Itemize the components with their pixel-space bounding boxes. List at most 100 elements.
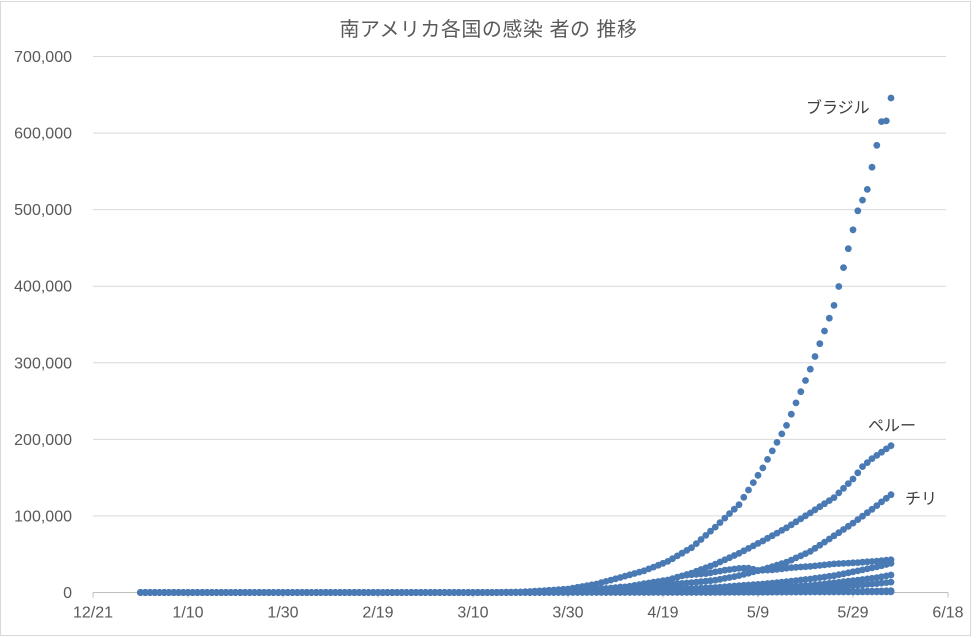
data-point bbox=[650, 588, 657, 596]
data-point bbox=[835, 588, 843, 596]
series-ウルグアイ bbox=[137, 588, 895, 596]
data-point bbox=[688, 588, 695, 596]
data-point bbox=[597, 588, 605, 596]
data-point bbox=[346, 589, 353, 596]
data-point bbox=[645, 588, 653, 596]
data-point bbox=[849, 475, 857, 483]
data-point bbox=[412, 589, 420, 596]
data-point bbox=[887, 442, 895, 450]
data-point bbox=[436, 589, 444, 596]
data-point bbox=[502, 589, 510, 596]
data-point bbox=[550, 588, 558, 596]
data-point bbox=[730, 588, 738, 596]
data-point bbox=[887, 578, 895, 586]
data-point bbox=[811, 506, 819, 514]
x-tick-label: 5/29 bbox=[837, 605, 868, 622]
data-point bbox=[279, 589, 287, 596]
data-point bbox=[488, 589, 496, 596]
data-point bbox=[564, 588, 572, 596]
data-point bbox=[322, 589, 330, 596]
data-point bbox=[137, 589, 144, 596]
data-point bbox=[749, 479, 757, 486]
data-point bbox=[379, 589, 387, 596]
data-point bbox=[735, 588, 743, 596]
data-point bbox=[764, 456, 771, 463]
data-point bbox=[835, 489, 843, 497]
data-point bbox=[821, 588, 828, 596]
data-point bbox=[602, 588, 610, 596]
data-point bbox=[445, 589, 453, 596]
data-point bbox=[878, 448, 885, 456]
data-point bbox=[863, 186, 871, 193]
data-point bbox=[184, 589, 192, 596]
data-point bbox=[455, 589, 463, 596]
data-point bbox=[854, 588, 862, 596]
data-point bbox=[873, 588, 881, 596]
data-point bbox=[859, 463, 866, 470]
data-point bbox=[246, 589, 254, 596]
data-point bbox=[854, 207, 862, 215]
data-point bbox=[621, 588, 629, 596]
series-label-peru: ペルー bbox=[868, 418, 917, 435]
data-point bbox=[398, 589, 406, 596]
data-point bbox=[768, 447, 776, 455]
data-point bbox=[840, 264, 847, 271]
data-point bbox=[678, 580, 686, 588]
data-point bbox=[821, 327, 828, 335]
data-point bbox=[859, 512, 866, 520]
data-point bbox=[830, 302, 838, 309]
data-point bbox=[673, 588, 681, 596]
data-point bbox=[825, 314, 833, 322]
data-point bbox=[740, 493, 748, 501]
data-point bbox=[707, 527, 714, 535]
data-point bbox=[759, 464, 767, 472]
data-point bbox=[802, 588, 809, 596]
data-point bbox=[816, 340, 824, 348]
data-point bbox=[469, 589, 477, 596]
x-tick-label: 3/30 bbox=[552, 605, 583, 622]
x-tick-label: 3/10 bbox=[457, 605, 488, 622]
data-point bbox=[483, 589, 491, 596]
data-point bbox=[702, 532, 710, 539]
data-point bbox=[868, 505, 876, 513]
data-point bbox=[341, 589, 349, 596]
data-point bbox=[764, 566, 771, 574]
data-point bbox=[797, 388, 805, 396]
data-point bbox=[260, 589, 268, 596]
data-point bbox=[422, 589, 429, 596]
data-point bbox=[146, 589, 154, 596]
data-point bbox=[759, 566, 767, 574]
chart-title: 南アメリカ各国の感染 者の 推移 bbox=[339, 19, 638, 41]
data-point bbox=[878, 588, 885, 596]
data-point bbox=[555, 588, 562, 596]
data-point bbox=[854, 516, 862, 523]
data-point bbox=[350, 589, 358, 596]
data-point bbox=[878, 498, 885, 506]
data-point bbox=[783, 588, 790, 596]
data-point bbox=[778, 430, 786, 438]
data-point bbox=[740, 588, 748, 596]
data-point bbox=[797, 588, 805, 596]
data-point bbox=[208, 589, 216, 596]
data-point bbox=[792, 588, 800, 596]
data-point bbox=[517, 589, 524, 596]
data-point bbox=[868, 163, 876, 171]
data-point bbox=[198, 589, 206, 596]
data-point bbox=[165, 589, 173, 596]
data-point bbox=[683, 588, 691, 596]
data-point bbox=[540, 588, 548, 596]
data-point bbox=[507, 589, 515, 596]
data-point bbox=[749, 588, 757, 596]
y-tick-label: 400,000 bbox=[14, 279, 72, 296]
data-point bbox=[388, 589, 396, 596]
data-point bbox=[236, 589, 244, 596]
data-point bbox=[631, 588, 638, 596]
data-point bbox=[194, 589, 201, 596]
data-point bbox=[778, 588, 786, 596]
data-point bbox=[574, 588, 581, 596]
data-point bbox=[460, 589, 467, 596]
data-point bbox=[802, 563, 809, 571]
data-point bbox=[175, 589, 182, 596]
data-point bbox=[811, 544, 819, 552]
data-point bbox=[479, 589, 486, 596]
